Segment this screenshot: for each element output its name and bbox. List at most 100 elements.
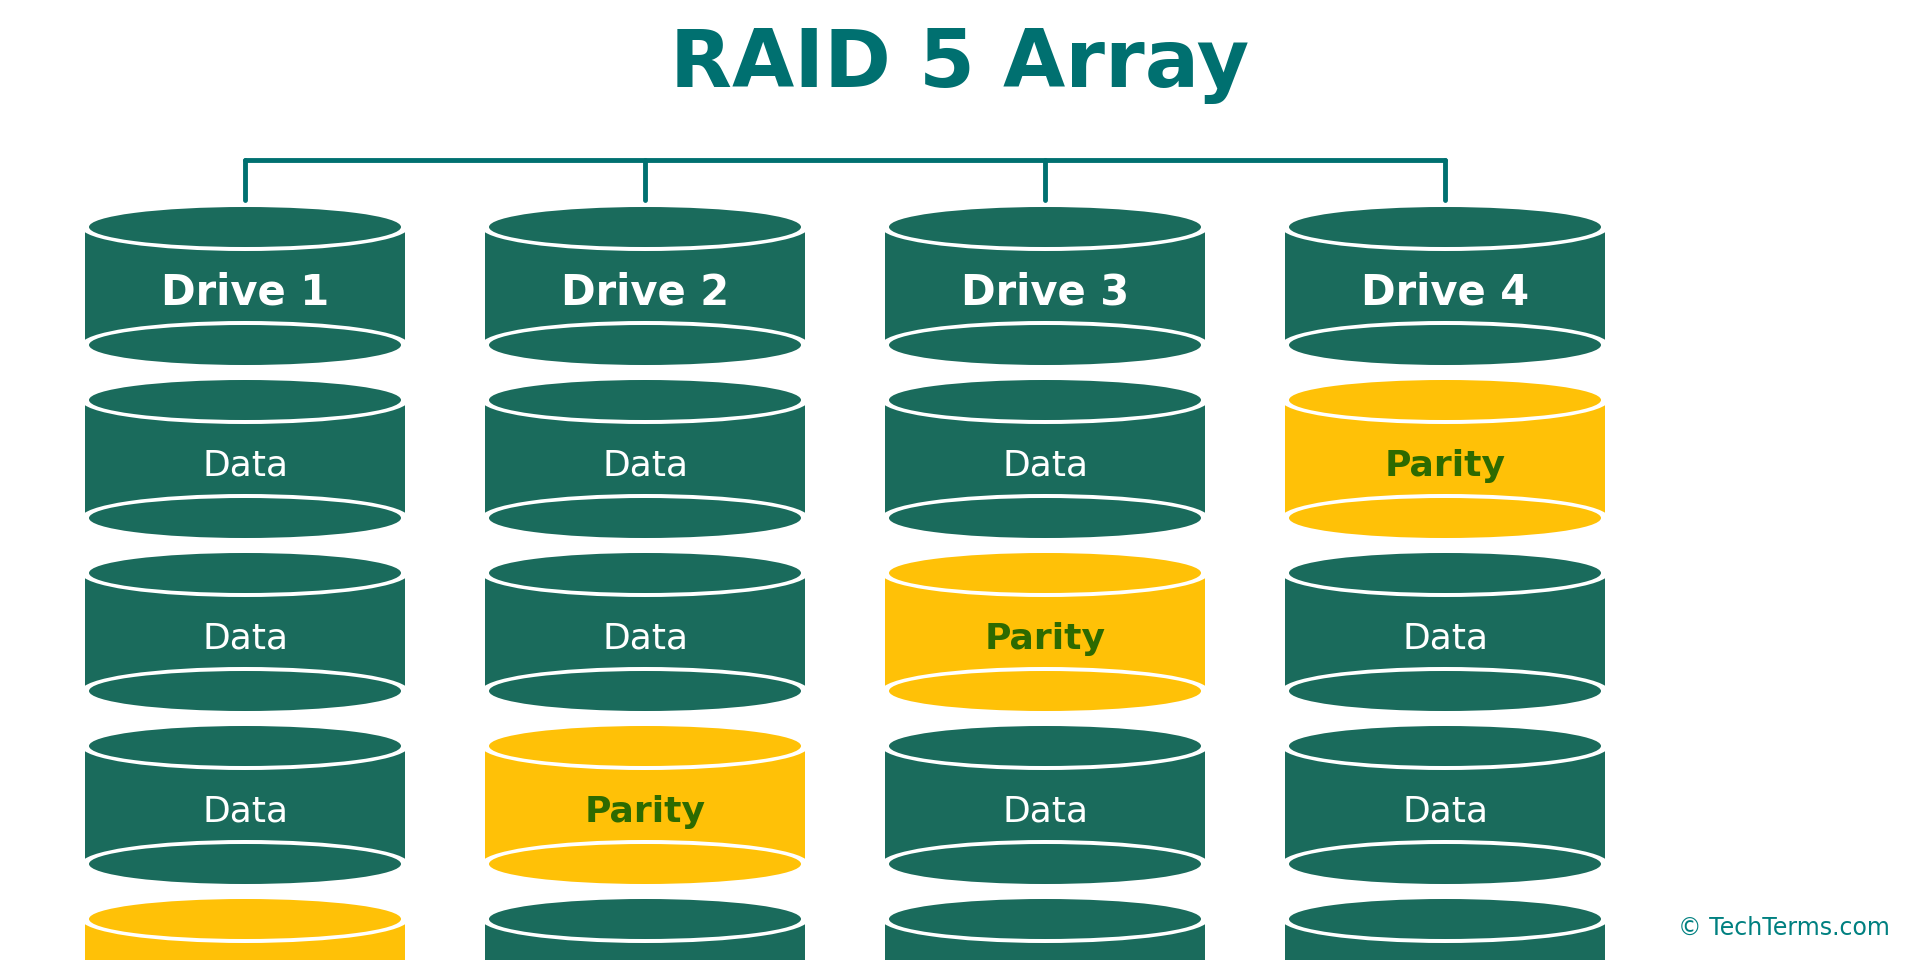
Ellipse shape — [1288, 380, 1601, 420]
Polygon shape — [88, 919, 401, 960]
Text: Drive 3: Drive 3 — [960, 272, 1129, 314]
Text: RAID 5 Array: RAID 5 Array — [670, 26, 1250, 104]
Polygon shape — [84, 227, 405, 345]
Ellipse shape — [889, 899, 1202, 939]
Polygon shape — [490, 400, 801, 518]
Ellipse shape — [88, 207, 401, 247]
Polygon shape — [84, 746, 405, 864]
Polygon shape — [88, 573, 401, 691]
Ellipse shape — [889, 844, 1202, 884]
Polygon shape — [84, 400, 405, 518]
Ellipse shape — [490, 325, 801, 365]
Ellipse shape — [881, 895, 1210, 943]
Ellipse shape — [81, 376, 409, 424]
Ellipse shape — [490, 207, 801, 247]
Polygon shape — [88, 227, 401, 345]
Ellipse shape — [88, 726, 401, 766]
Polygon shape — [885, 573, 1206, 691]
Ellipse shape — [1281, 203, 1609, 251]
Text: Data: Data — [1002, 795, 1089, 828]
Ellipse shape — [81, 321, 409, 369]
Ellipse shape — [81, 203, 409, 251]
Polygon shape — [88, 400, 401, 518]
Polygon shape — [1284, 573, 1605, 691]
Ellipse shape — [81, 840, 409, 888]
Text: Data: Data — [603, 448, 687, 483]
Text: Data: Data — [202, 795, 288, 828]
Text: Parity: Parity — [1384, 448, 1505, 483]
Ellipse shape — [1281, 840, 1609, 888]
Text: Data: Data — [1402, 622, 1488, 656]
Ellipse shape — [88, 498, 401, 538]
Polygon shape — [885, 919, 1206, 960]
Ellipse shape — [88, 553, 401, 593]
Ellipse shape — [482, 667, 808, 715]
Ellipse shape — [1288, 726, 1601, 766]
Polygon shape — [490, 919, 801, 960]
Text: © TechTerms.com: © TechTerms.com — [1678, 916, 1889, 940]
Polygon shape — [885, 227, 1206, 345]
Polygon shape — [1288, 227, 1601, 345]
Ellipse shape — [81, 667, 409, 715]
Ellipse shape — [1281, 549, 1609, 597]
Polygon shape — [490, 573, 801, 691]
Ellipse shape — [881, 549, 1210, 597]
Ellipse shape — [490, 726, 801, 766]
Ellipse shape — [889, 726, 1202, 766]
Text: Data: Data — [1402, 795, 1488, 828]
Ellipse shape — [482, 321, 808, 369]
Ellipse shape — [490, 498, 801, 538]
Ellipse shape — [81, 494, 409, 542]
Ellipse shape — [81, 549, 409, 597]
Ellipse shape — [1281, 376, 1609, 424]
Polygon shape — [486, 227, 804, 345]
Ellipse shape — [881, 203, 1210, 251]
Ellipse shape — [1281, 722, 1609, 770]
Ellipse shape — [482, 895, 808, 943]
Ellipse shape — [482, 840, 808, 888]
Polygon shape — [889, 400, 1202, 518]
Ellipse shape — [1281, 494, 1609, 542]
Polygon shape — [486, 919, 804, 960]
Ellipse shape — [889, 380, 1202, 420]
Ellipse shape — [889, 553, 1202, 593]
Ellipse shape — [482, 549, 808, 597]
Polygon shape — [486, 746, 804, 864]
Ellipse shape — [889, 671, 1202, 711]
Ellipse shape — [889, 325, 1202, 365]
Text: Parity: Parity — [584, 795, 705, 828]
Polygon shape — [1288, 919, 1601, 960]
Polygon shape — [84, 919, 405, 960]
Text: Drive 4: Drive 4 — [1361, 272, 1528, 314]
Polygon shape — [88, 746, 401, 864]
Text: Data: Data — [202, 622, 288, 656]
Polygon shape — [1284, 227, 1605, 345]
Ellipse shape — [490, 671, 801, 711]
Ellipse shape — [881, 321, 1210, 369]
Polygon shape — [1288, 746, 1601, 864]
Ellipse shape — [1281, 667, 1609, 715]
Ellipse shape — [1288, 844, 1601, 884]
Polygon shape — [889, 919, 1202, 960]
Polygon shape — [84, 573, 405, 691]
Ellipse shape — [88, 325, 401, 365]
Ellipse shape — [490, 844, 801, 884]
Ellipse shape — [81, 722, 409, 770]
Ellipse shape — [490, 899, 801, 939]
Ellipse shape — [1281, 895, 1609, 943]
Ellipse shape — [1281, 321, 1609, 369]
Ellipse shape — [482, 722, 808, 770]
Polygon shape — [486, 573, 804, 691]
Ellipse shape — [881, 840, 1210, 888]
Polygon shape — [1284, 400, 1605, 518]
Ellipse shape — [1288, 899, 1601, 939]
Polygon shape — [490, 746, 801, 864]
Ellipse shape — [482, 494, 808, 542]
Polygon shape — [885, 746, 1206, 864]
Ellipse shape — [889, 498, 1202, 538]
Ellipse shape — [88, 899, 401, 939]
Text: Data: Data — [603, 622, 687, 656]
Polygon shape — [1288, 400, 1601, 518]
Ellipse shape — [482, 203, 808, 251]
Ellipse shape — [490, 553, 801, 593]
